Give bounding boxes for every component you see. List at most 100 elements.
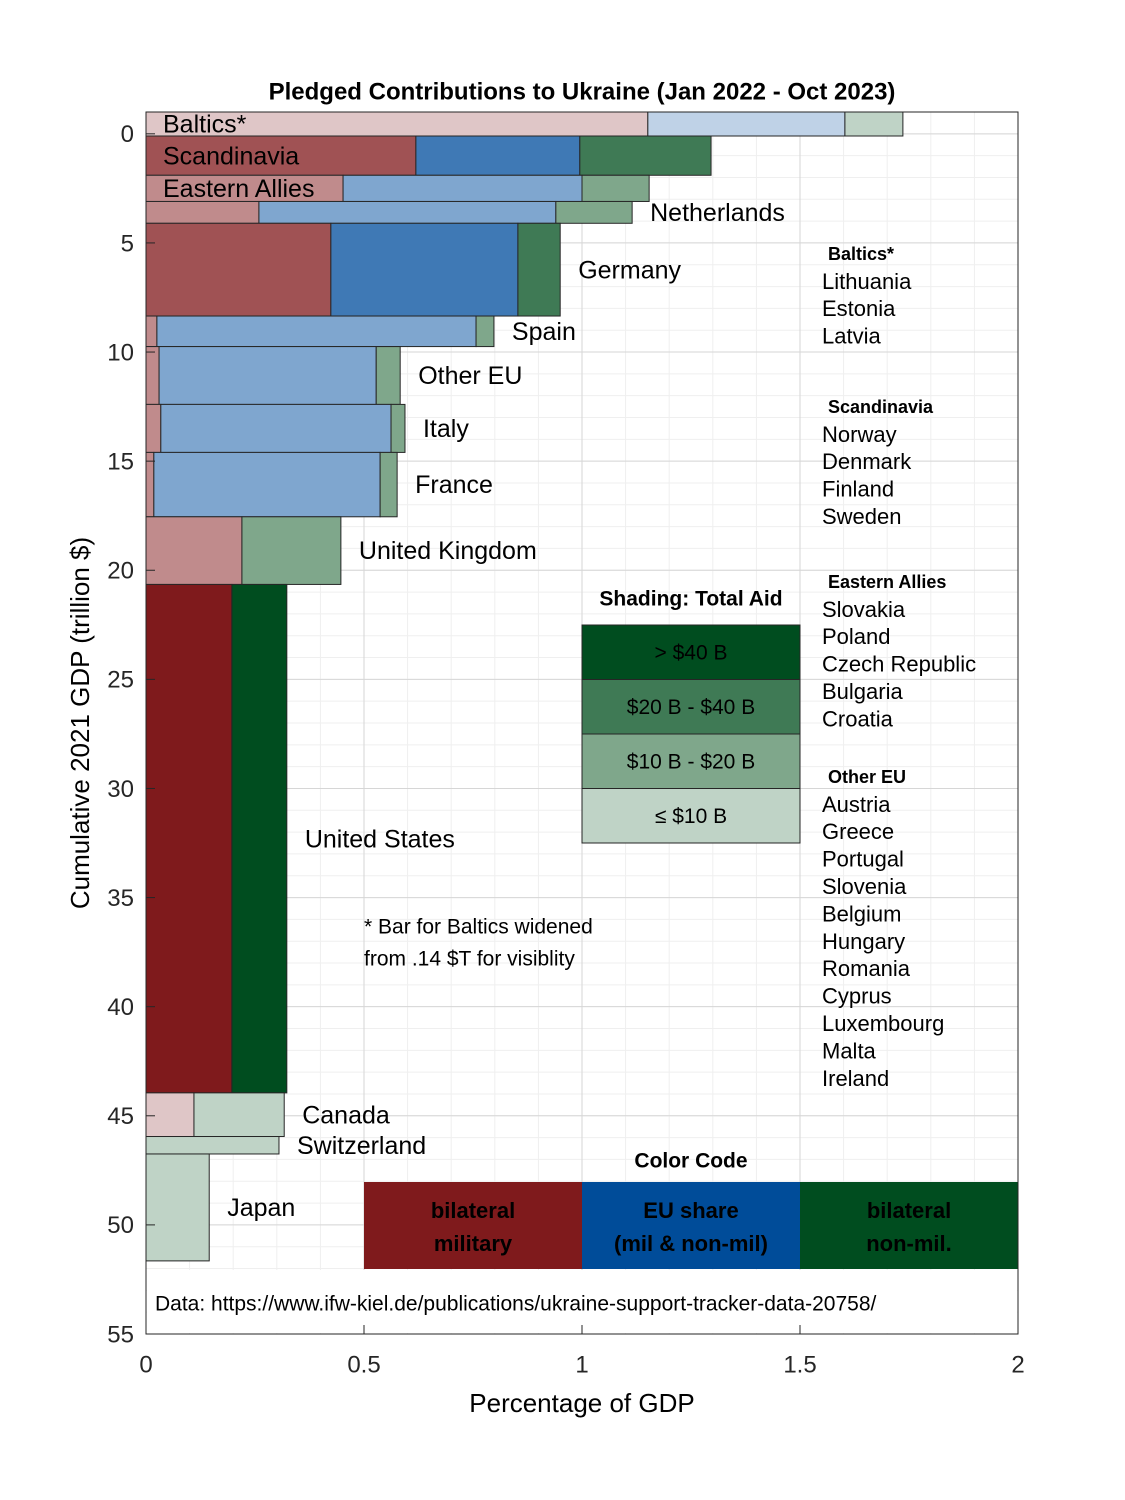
shading-swatch xyxy=(581,733,801,789)
y-tick-label: 40 xyxy=(107,994,134,1021)
y-axis-label: Cumulative 2021 GDP (trillion $) xyxy=(65,537,95,909)
row-label: United Kingdom xyxy=(359,537,537,565)
bar-segment xyxy=(160,403,392,453)
shading-label: $10 B - $20 B xyxy=(627,751,755,774)
group-member: Belgium xyxy=(822,901,901,926)
bar-segment xyxy=(241,516,342,585)
x-tick-label: 0 xyxy=(139,1351,152,1378)
bar-segment xyxy=(145,222,332,317)
bar-segment xyxy=(145,403,162,453)
color-code-label: EU share xyxy=(643,1198,738,1223)
annotations: Baltics* Scandinavia Eastern Allies Netherl… xyxy=(163,111,1018,1269)
color-code-label: bilateral xyxy=(431,1198,515,1223)
row-label: France xyxy=(415,471,493,499)
group-member: Lithuania xyxy=(822,269,912,294)
shading-title: Shading: Total Aid xyxy=(599,588,782,611)
shading-label: > $40 B xyxy=(655,642,728,665)
color-code-label: bilateral xyxy=(867,1198,951,1223)
bar-segment xyxy=(145,111,649,137)
row-label: Japan xyxy=(227,1194,295,1222)
row-label: United States xyxy=(305,825,455,853)
y-tick-label: 25 xyxy=(107,667,134,694)
y-tick-label: 15 xyxy=(107,448,134,475)
group-member: Poland xyxy=(822,624,891,649)
group-member: Finland xyxy=(822,477,894,502)
note: * Bar for Baltics widened xyxy=(364,916,593,939)
bar-segment xyxy=(145,200,260,224)
group-member: Romania xyxy=(822,956,911,981)
y-tick-label: 35 xyxy=(107,885,134,912)
bar-segment xyxy=(153,451,381,518)
group-member: Hungary xyxy=(822,929,905,954)
group-member: Sweden xyxy=(822,504,902,529)
shading-label: ≤ $10 B xyxy=(655,805,727,828)
x-tick-label: 1.5 xyxy=(783,1351,816,1378)
group-header: Eastern Allies xyxy=(828,572,946,592)
note: from .14 $T for visiblity xyxy=(364,948,575,971)
group-member: Norway xyxy=(822,422,897,447)
color-code-label: (mil & non-mil) xyxy=(614,1231,768,1256)
y-tick-label: 55 xyxy=(107,1321,134,1348)
row-label: Netherlands xyxy=(650,199,785,227)
bar-segment xyxy=(145,1092,195,1138)
bar-segment xyxy=(231,583,288,1094)
bar-segment xyxy=(145,1136,280,1155)
bar-segment xyxy=(475,315,495,348)
bar-segment xyxy=(145,583,233,1094)
row-label: Baltics* xyxy=(163,111,247,139)
shading-swatch xyxy=(581,788,801,844)
row-label: Eastern Allies xyxy=(163,175,314,203)
y-tick-label: 45 xyxy=(107,1103,134,1130)
group-member: Cyprus xyxy=(822,984,892,1009)
x-axis-label: Percentage of GDP xyxy=(469,1388,694,1418)
source-box xyxy=(147,1270,1017,1333)
y-tick-label: 0 xyxy=(121,121,134,148)
y-tick-label: 5 xyxy=(121,230,134,257)
bar-segment xyxy=(342,174,583,202)
bar-segment xyxy=(158,346,377,405)
y-tick-label: 10 xyxy=(107,339,134,366)
x-tick-label: 1 xyxy=(575,1351,588,1378)
bar-segment xyxy=(145,315,158,348)
color-code-title: Color Code xyxy=(634,1150,747,1173)
bar-segment xyxy=(415,135,581,176)
shading-swatch xyxy=(581,679,801,735)
color-code-label: military xyxy=(434,1231,513,1256)
bar-segment xyxy=(193,1092,285,1138)
bar-segment xyxy=(145,135,417,176)
group-member: Latvia xyxy=(822,324,881,349)
bar-segment xyxy=(145,451,155,518)
bar-segment xyxy=(581,174,650,202)
bar-segment xyxy=(555,200,633,224)
group-header: Scandinavia xyxy=(828,397,934,417)
row-label: Italy xyxy=(423,415,469,443)
bar-segment xyxy=(258,200,557,224)
group-member: Croatia xyxy=(822,706,894,731)
bar-segment xyxy=(145,516,243,585)
group-member: Portugal xyxy=(822,847,904,872)
group-header: Other EU xyxy=(828,767,906,787)
y-tick-label: 20 xyxy=(107,558,134,585)
group-member: Bulgaria xyxy=(822,679,903,704)
bar-segment xyxy=(375,346,401,405)
color-code-swatch xyxy=(582,1182,800,1269)
row-label: Other EU xyxy=(418,362,522,390)
color-code-swatch xyxy=(364,1182,582,1269)
bar-segment xyxy=(579,135,712,176)
bar-segment xyxy=(145,346,160,405)
bar-segment xyxy=(156,315,477,348)
y-tick-label: 30 xyxy=(107,776,134,803)
x-tick-label: 0.5 xyxy=(347,1351,380,1378)
group-member: Malta xyxy=(822,1038,877,1063)
group-member: Slovakia xyxy=(822,597,906,622)
group-member: Denmark xyxy=(822,449,912,474)
bar-segment xyxy=(647,111,846,137)
x-tick-label: 2 xyxy=(1011,1351,1024,1378)
shading-label: $20 B - $40 B xyxy=(627,696,755,719)
group-member: Greece xyxy=(822,819,894,844)
bar-segment xyxy=(330,222,519,317)
bar-segment xyxy=(844,111,904,137)
row-label: Canada xyxy=(302,1101,390,1129)
bar-segment xyxy=(517,222,561,317)
